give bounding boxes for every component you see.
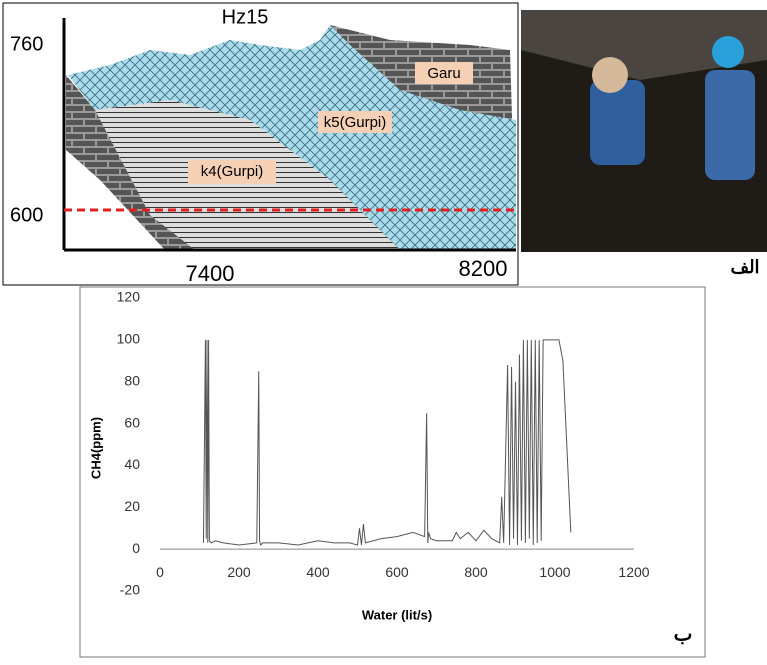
y-axis-title: CH4(ppm) (88, 417, 103, 479)
y-tick-label: 0 (132, 540, 140, 556)
x-tick-label: 0 (156, 564, 164, 580)
photo-roof (521, 10, 767, 80)
y-tick-label: 120 (117, 289, 141, 305)
panel-b-frame (79, 286, 706, 658)
x-axis-title: Water (lit/s) (362, 607, 432, 622)
x-tick-label: 800 (464, 564, 488, 580)
y-tick-label: 100 (117, 331, 141, 347)
y-tick-label: 60 (124, 414, 140, 430)
panel-a-frame (2, 2, 519, 286)
x-tick-label: 1200 (618, 564, 649, 580)
a-y-label: 760 (10, 33, 43, 55)
layer-label: k5(Gurpi) (324, 114, 387, 131)
label-box (188, 160, 276, 184)
a-x-label: 7400 (186, 261, 235, 286)
k5-layer (68, 25, 516, 250)
x-tick-label: 400 (306, 564, 330, 580)
photo-person (590, 80, 645, 165)
panel-label: الف (730, 257, 759, 277)
data-line (202, 339, 572, 546)
x-tick-label: 1000 (539, 564, 570, 580)
panel-label: ب (674, 623, 693, 645)
x-tick-label: 200 (227, 564, 251, 580)
photo-person (705, 70, 755, 180)
photo-helmet (712, 36, 744, 68)
a-y-label: 600 (10, 204, 43, 226)
a-x-label: 8200 (459, 256, 508, 281)
label-box (415, 62, 473, 84)
label-box (318, 111, 392, 133)
layer-label: Garu (427, 65, 460, 82)
y-tick-label: 40 (124, 456, 140, 472)
a-title: Hz15 (222, 6, 269, 28)
left-brick (66, 75, 195, 250)
y-tick-label: 80 (124, 372, 140, 388)
y-tick-label: 20 (124, 498, 140, 514)
layer-label: k4(Gurpi) (201, 163, 264, 180)
photo-head (592, 57, 628, 93)
x-tick-label: 600 (385, 564, 409, 580)
y-tick-label: -20 (120, 582, 140, 598)
